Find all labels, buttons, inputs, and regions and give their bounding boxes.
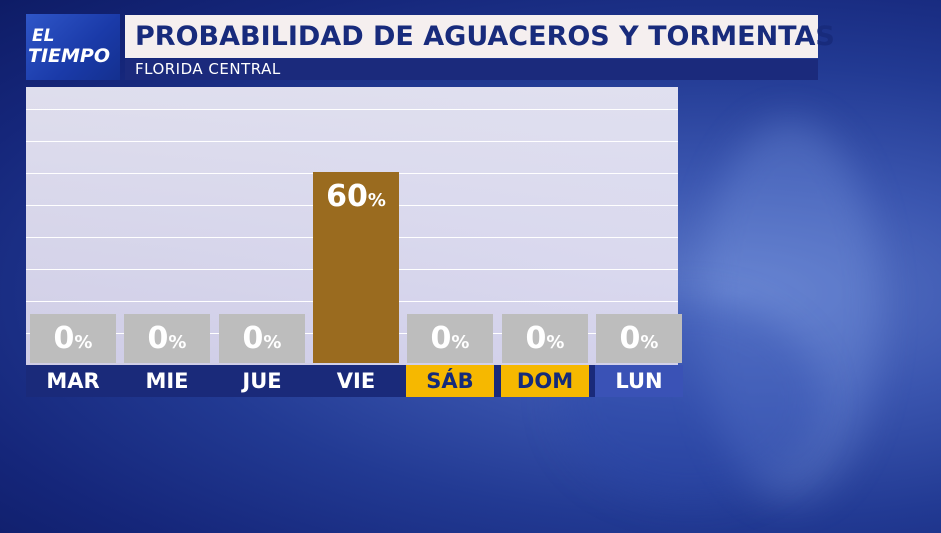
tick-label-mar: MAR (46, 369, 100, 393)
logo-line-1: EL (32, 26, 55, 46)
tick-label-vie: VIE (336, 369, 376, 393)
bar-vie (313, 172, 399, 363)
bar-dom (502, 314, 588, 363)
data-label-sáb: 0% (430, 321, 470, 356)
chart-title: PROBABILIDAD DE AGUACEROS Y TORMENTAS (125, 15, 835, 58)
data-label-lun: 0% (619, 321, 659, 356)
data-label-vie: 60% (326, 179, 386, 214)
tick-label-sáb: SÁB (406, 365, 494, 397)
data-label-dom: 0% (525, 321, 565, 356)
tick-label-dom: DOM (501, 365, 589, 397)
el-tiempo-logo: EL TIEMPO (26, 14, 120, 80)
chart-subtitle: FLORIDA CENTRAL (125, 59, 818, 80)
tick-label-lun: LUN (595, 365, 683, 397)
logo-line-2: TIEMPO (28, 45, 110, 67)
gridline (26, 141, 678, 142)
data-label-mar: 0% (53, 321, 93, 356)
bar-mie (124, 314, 210, 363)
chart-panel: 0% 0% 0% 60% 0% 0% 0% MAR MIE JUE VIE SÁB DOM LUN (26, 87, 683, 397)
tick-label-jue: JUE (242, 369, 282, 393)
data-label-jue: 0% (242, 321, 282, 356)
data-label-mie: 0% (147, 321, 187, 356)
tick-label-mie: MIE (145, 369, 189, 393)
bar-jue (219, 314, 305, 363)
bar-lun (596, 314, 682, 363)
bar-sáb (407, 314, 493, 363)
gridline (26, 109, 678, 110)
day-row: MAR MIE JUE VIE SÁB DOM LUN (26, 365, 683, 397)
bar-mar (30, 314, 116, 363)
